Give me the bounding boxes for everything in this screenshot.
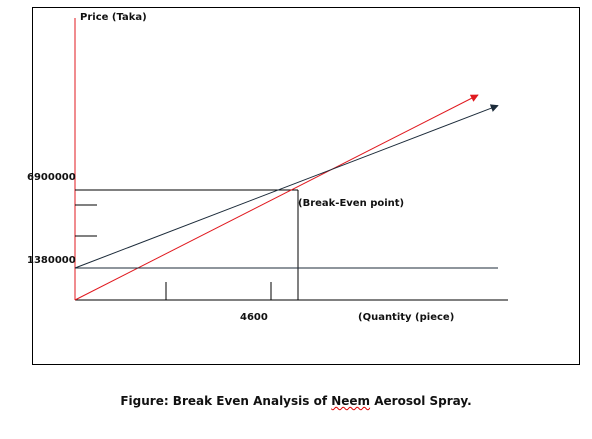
x-tick-label-4600: 4600 <box>240 312 268 323</box>
caption-suffix: Aerosol Spray. <box>370 394 472 408</box>
x-axis-label: (Quantity (piece) <box>358 312 454 323</box>
y-tick-label-6900000: 6900000 <box>27 172 76 183</box>
break-even-annotation: (Break-Even point) <box>298 198 404 209</box>
total-cost-line <box>74 104 499 269</box>
revenue-line <box>74 94 479 301</box>
y-tick-label-1380000: 1380000 <box>27 255 76 266</box>
caption-prefix: Figure: Break Even Analysis of <box>120 394 332 408</box>
chart-frame <box>32 7 580 365</box>
caption-word: Neem <box>331 394 371 408</box>
y-axis-label: Price (Taka) <box>80 12 147 23</box>
figure-caption: Figure: Break Even Analysis of Neem Aero… <box>0 394 592 408</box>
